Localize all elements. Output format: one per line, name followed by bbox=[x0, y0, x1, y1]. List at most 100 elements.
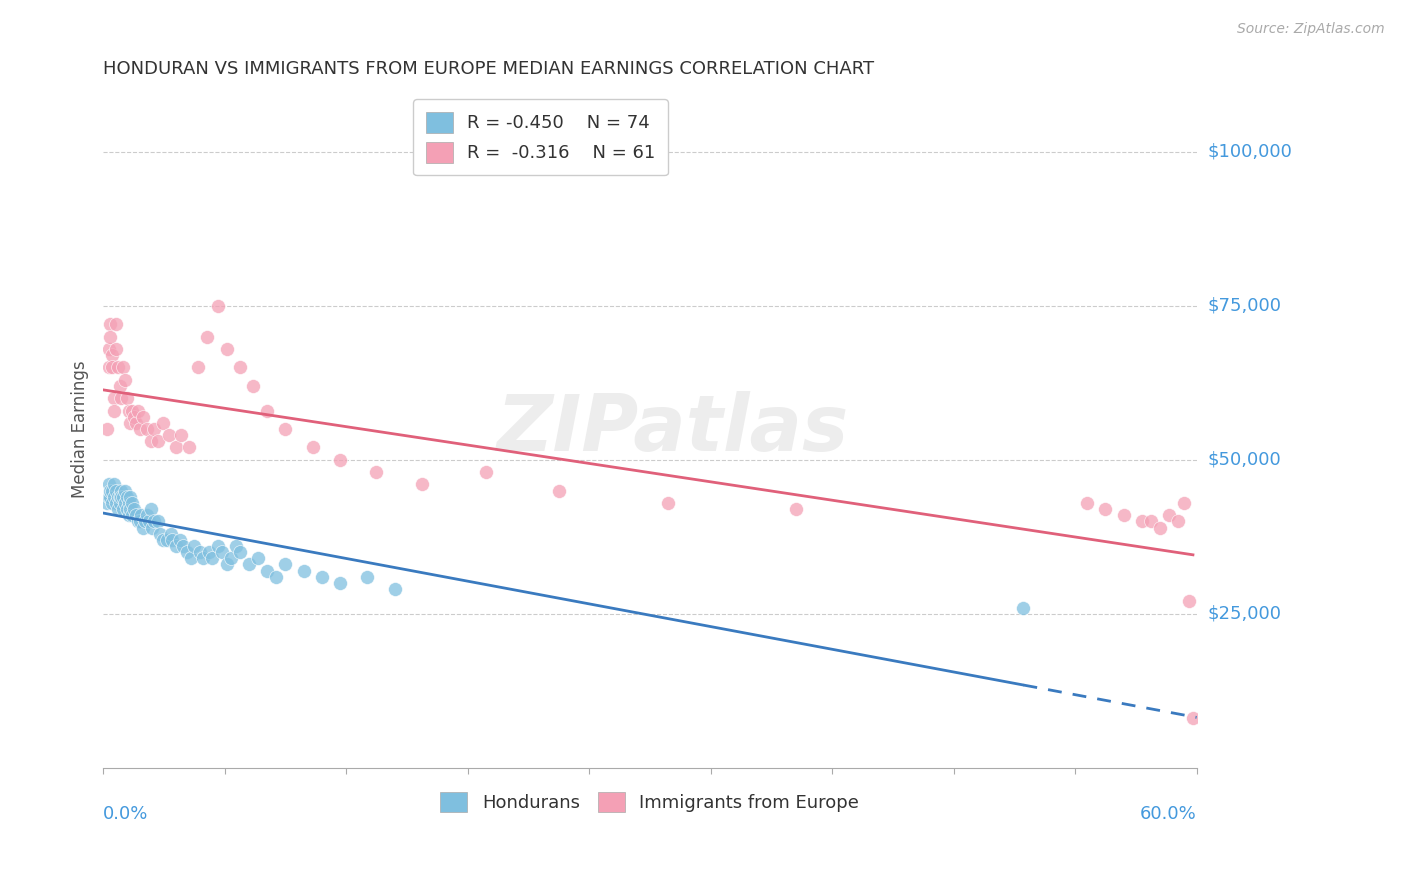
Point bbox=[170, 428, 193, 442]
Legend: Hondurans, Immigrants from Europe: Hondurans, Immigrants from Europe bbox=[433, 784, 866, 820]
Y-axis label: Median Earnings: Median Earnings bbox=[72, 360, 89, 498]
Text: $25,000: $25,000 bbox=[1208, 605, 1282, 623]
Point bbox=[120, 490, 142, 504]
Point bbox=[141, 520, 163, 534]
Point bbox=[108, 379, 131, 393]
Point bbox=[256, 564, 278, 578]
Point bbox=[104, 483, 127, 498]
Point bbox=[152, 416, 174, 430]
Point bbox=[120, 416, 142, 430]
Point bbox=[238, 558, 260, 572]
Point bbox=[225, 539, 247, 553]
Point bbox=[103, 391, 125, 405]
Point bbox=[131, 508, 153, 523]
Point bbox=[97, 490, 120, 504]
Point bbox=[132, 520, 155, 534]
Point bbox=[157, 428, 180, 442]
Point bbox=[195, 329, 218, 343]
Point bbox=[1178, 594, 1201, 608]
Point bbox=[215, 342, 238, 356]
Point bbox=[211, 545, 233, 559]
Point bbox=[1012, 600, 1035, 615]
Text: $100,000: $100,000 bbox=[1208, 143, 1292, 161]
Point bbox=[159, 526, 181, 541]
Point bbox=[115, 391, 138, 405]
Point bbox=[117, 496, 139, 510]
Point bbox=[100, 329, 122, 343]
Point bbox=[117, 403, 139, 417]
Point bbox=[107, 360, 129, 375]
Point bbox=[110, 483, 132, 498]
Point bbox=[207, 539, 229, 553]
Point bbox=[117, 508, 139, 523]
Point bbox=[121, 403, 143, 417]
Point bbox=[115, 490, 138, 504]
Point bbox=[1140, 514, 1163, 528]
Point bbox=[149, 526, 172, 541]
Point bbox=[100, 483, 122, 498]
Point bbox=[96, 422, 118, 436]
Point bbox=[256, 403, 278, 417]
Point bbox=[1159, 508, 1181, 523]
Point bbox=[97, 360, 120, 375]
Point bbox=[121, 496, 143, 510]
Point bbox=[125, 416, 148, 430]
Point bbox=[143, 514, 166, 528]
Point bbox=[188, 545, 211, 559]
Point bbox=[107, 490, 129, 504]
Point bbox=[411, 477, 433, 491]
Point bbox=[122, 409, 145, 424]
Point bbox=[135, 508, 157, 523]
Point bbox=[135, 422, 157, 436]
Point bbox=[104, 318, 127, 332]
Point bbox=[329, 576, 352, 591]
Point bbox=[165, 539, 187, 553]
Point bbox=[169, 533, 191, 547]
Point bbox=[139, 434, 162, 449]
Point bbox=[366, 465, 388, 479]
Point bbox=[146, 514, 169, 528]
Point bbox=[97, 477, 120, 491]
Text: Source: ZipAtlas.com: Source: ZipAtlas.com bbox=[1237, 22, 1385, 37]
Point bbox=[475, 465, 498, 479]
Point bbox=[329, 452, 352, 467]
Point bbox=[127, 403, 149, 417]
Point bbox=[162, 533, 184, 547]
Point bbox=[112, 490, 135, 504]
Point bbox=[785, 502, 807, 516]
Point bbox=[356, 570, 378, 584]
Point bbox=[193, 551, 215, 566]
Point bbox=[215, 558, 238, 572]
Point bbox=[132, 409, 155, 424]
Point bbox=[146, 434, 169, 449]
Text: 60.0%: 60.0% bbox=[1140, 805, 1197, 823]
Point bbox=[229, 545, 252, 559]
Text: $75,000: $75,000 bbox=[1208, 297, 1282, 315]
Text: ZIPatlas: ZIPatlas bbox=[495, 391, 848, 467]
Point bbox=[97, 342, 120, 356]
Point bbox=[138, 514, 160, 528]
Point bbox=[112, 502, 135, 516]
Point bbox=[114, 483, 136, 498]
Point bbox=[128, 422, 150, 436]
Point bbox=[128, 514, 150, 528]
Point bbox=[274, 422, 297, 436]
Point bbox=[114, 496, 136, 510]
Point bbox=[103, 403, 125, 417]
Point bbox=[165, 441, 187, 455]
Point bbox=[1094, 502, 1116, 516]
Point bbox=[122, 502, 145, 516]
Point bbox=[101, 496, 124, 510]
Point bbox=[229, 360, 252, 375]
Point bbox=[108, 496, 131, 510]
Point bbox=[183, 539, 205, 553]
Point bbox=[1076, 496, 1098, 510]
Point bbox=[120, 502, 142, 516]
Point bbox=[114, 373, 136, 387]
Point bbox=[547, 483, 569, 498]
Point bbox=[172, 539, 194, 553]
Text: $50,000: $50,000 bbox=[1208, 450, 1281, 469]
Point bbox=[125, 508, 148, 523]
Point bbox=[1167, 514, 1189, 528]
Point bbox=[152, 533, 174, 547]
